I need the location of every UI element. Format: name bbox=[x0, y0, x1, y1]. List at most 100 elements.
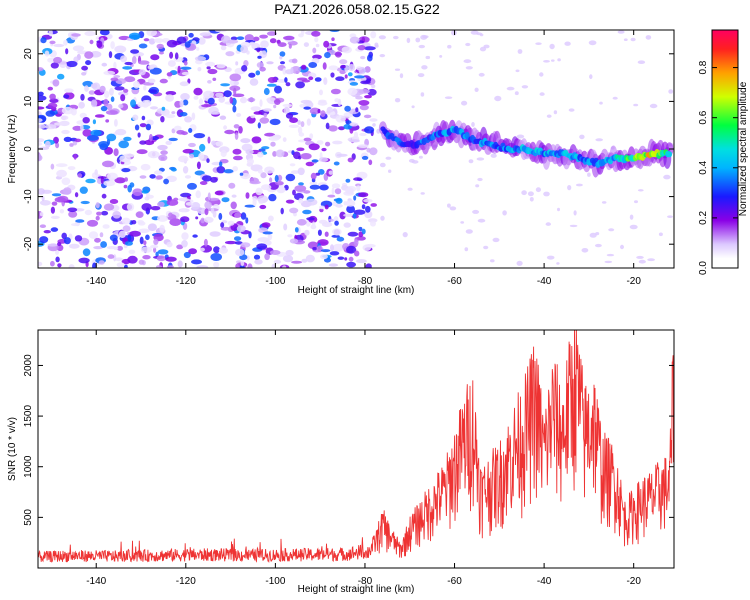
spectrogram-noise-cell bbox=[213, 246, 220, 254]
spectrogram-noise-cell bbox=[96, 211, 102, 216]
spectrogram-noise-cell bbox=[319, 205, 325, 210]
spectrogram-noise-cell bbox=[245, 217, 249, 224]
spectrogram-noise-cell bbox=[210, 253, 222, 261]
spectrogram-noise-cell bbox=[157, 144, 168, 151]
spectrogram-x-tick-label: -60 bbox=[447, 276, 462, 287]
snr-x-tick-label: -120 bbox=[176, 576, 196, 587]
spectrogram-noise-cell bbox=[56, 169, 67, 178]
spectrogram-noise-cell bbox=[220, 83, 231, 87]
spectrogram-noise-cell bbox=[149, 174, 156, 179]
spectrogram-noise-cell bbox=[153, 246, 157, 253]
spectrogram-faint-cell bbox=[588, 40, 597, 46]
spectrogram-noise-cell bbox=[139, 140, 147, 145]
spectrogram-noise-cell bbox=[150, 206, 161, 211]
spectrogram-noise-cell bbox=[297, 120, 301, 125]
spectrogram-noise-cell bbox=[38, 188, 46, 195]
spectrogram-y-label: Frequency (Hz) bbox=[7, 115, 18, 184]
spectrogram-noise-cell bbox=[247, 158, 254, 165]
spectrogram-noise-cell bbox=[88, 231, 99, 239]
spectrogram-noise-cell bbox=[240, 45, 249, 54]
spectrogram-y-tick-label: -20 bbox=[23, 237, 34, 252]
spectrogram-faint-cell bbox=[579, 134, 585, 140]
spectrogram-faint-cell bbox=[406, 37, 411, 44]
spectrogram-noise-cell bbox=[114, 45, 127, 53]
spectrogram-noise-cell bbox=[57, 242, 62, 246]
spectrogram-faint-cell bbox=[494, 95, 502, 102]
spectrogram-noise-cell bbox=[330, 244, 334, 252]
spectrogram-noise-cell bbox=[229, 96, 234, 104]
spectrogram-noise-cell bbox=[129, 32, 141, 40]
spectrogram-noise-cell bbox=[239, 172, 244, 176]
spectrogram-x-tick-label: -140 bbox=[86, 276, 106, 287]
spectrogram-noise-cell bbox=[116, 262, 125, 268]
spectrogram-noise-cell bbox=[219, 115, 227, 120]
spectrogram-noise-cell bbox=[48, 30, 53, 37]
spectrogram-noise-cell bbox=[131, 220, 137, 225]
spectrogram-noise-cell bbox=[320, 110, 326, 117]
spectrogram-noise-cell bbox=[193, 95, 199, 100]
spectrogram-x-tick-label: -80 bbox=[358, 276, 373, 287]
spectrogram-noise-cell bbox=[285, 112, 294, 119]
spectrogram-noise-cell bbox=[269, 38, 277, 44]
spectrogram-noise-cell bbox=[55, 163, 68, 168]
spectrogram-noise-cell bbox=[72, 45, 85, 52]
spectrogram-noise-cell bbox=[349, 139, 360, 143]
spectrogram-noise-cell bbox=[177, 65, 181, 74]
spectrogram-noise-cell bbox=[199, 32, 212, 37]
spectrogram-noise-cell bbox=[268, 193, 277, 202]
spectrogram-faint-cell bbox=[417, 73, 425, 78]
spectrogram-faint-cell bbox=[545, 222, 551, 226]
spectrogram-noise-cell bbox=[264, 166, 275, 174]
spectrogram-noise-cell bbox=[327, 194, 336, 198]
spectrogram-noise-cell bbox=[138, 43, 148, 49]
spectrogram-noise-cell bbox=[47, 243, 58, 247]
spectrogram-noise-cell bbox=[318, 219, 328, 224]
spectrogram-faint-cell bbox=[393, 35, 399, 40]
colorbar: 0.0 0.2 0.4 0.6 0.8 Normalized spectral ampl… bbox=[698, 29, 749, 275]
spectrogram-noise-cell bbox=[120, 94, 126, 102]
spectrogram-noise-cell bbox=[290, 67, 294, 75]
snr-y-tick-label: 1000 bbox=[23, 455, 34, 478]
spectrogram-noise-cell bbox=[61, 106, 74, 115]
spectrogram-noise-cell bbox=[165, 91, 177, 96]
spectrogram-noise-cell bbox=[241, 65, 248, 72]
spectrogram-noise-cell bbox=[166, 241, 173, 248]
spectrogram-noise-cell bbox=[306, 118, 311, 126]
spectrogram-noise-cell bbox=[113, 148, 119, 157]
spectrogram-noise-cell bbox=[115, 128, 127, 136]
spectrogram-noise-cell bbox=[298, 197, 304, 204]
spectrogram-noise-cell bbox=[228, 182, 236, 189]
spectrogram-noise-cell bbox=[291, 58, 298, 64]
spectrogram-noise-cell bbox=[356, 259, 367, 264]
spectrogram-noise-cell bbox=[140, 246, 153, 253]
spectrogram-noise-cell bbox=[165, 94, 175, 102]
spectrogram-noise-cell bbox=[61, 232, 67, 240]
spectrogram-noise-cell bbox=[69, 243, 80, 249]
spectrogram-noise-cell bbox=[199, 247, 205, 252]
spectrogram-noise-cell bbox=[309, 107, 321, 115]
colorbar-label: Normalized spectral amplitude bbox=[738, 81, 749, 216]
spectrogram-x-tick-label: -100 bbox=[265, 276, 285, 287]
spectrogram-noise-cell bbox=[52, 79, 60, 87]
spectrogram-noise-cell bbox=[108, 51, 113, 59]
spectrogram-faint-cell bbox=[604, 260, 613, 264]
spectrogram-noise-cell bbox=[259, 50, 268, 59]
spectrogram-noise-cell bbox=[358, 226, 363, 232]
spectrogram-faint-cell bbox=[399, 73, 404, 79]
spectrogram-noise-cell bbox=[43, 230, 51, 234]
spectrogram-faint-cell bbox=[394, 98, 401, 103]
snr-x-tick-label: -40 bbox=[537, 576, 552, 587]
spectrogram-noise-cell bbox=[158, 154, 168, 161]
spectrogram-noise-cell bbox=[341, 46, 352, 54]
spectrogram-noise-cell bbox=[138, 69, 146, 76]
spectrogram-noise-cell bbox=[263, 240, 272, 246]
spectrogram-noise-cell bbox=[346, 261, 356, 268]
spectrogram-noise-cell bbox=[44, 140, 51, 148]
spectrogram-noise-cell bbox=[367, 88, 377, 96]
spectrogram-noise-cell bbox=[218, 247, 228, 254]
spectrogram-noise-cell bbox=[362, 244, 372, 251]
spectrogram-noise-cell bbox=[360, 55, 366, 60]
spectrogram-noise-cell bbox=[288, 43, 292, 49]
spectrogram-noise-cell bbox=[266, 61, 274, 65]
spectrogram-noise-cell bbox=[309, 184, 320, 190]
